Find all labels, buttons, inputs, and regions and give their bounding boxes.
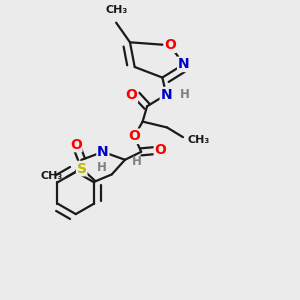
Text: N: N	[97, 145, 109, 159]
Text: N: N	[178, 57, 189, 71]
Text: CH₃: CH₃	[188, 134, 210, 145]
Text: CH₃: CH₃	[40, 171, 62, 181]
Text: H: H	[97, 161, 106, 174]
Text: O: O	[164, 38, 176, 52]
Text: N: N	[160, 88, 172, 102]
Text: H: H	[180, 88, 190, 101]
Text: O: O	[154, 143, 166, 158]
Text: CH₃: CH₃	[105, 5, 127, 15]
Text: O: O	[70, 137, 82, 152]
Text: H: H	[132, 155, 142, 168]
Text: O: O	[125, 88, 137, 102]
Text: S: S	[77, 162, 87, 176]
Text: O: O	[128, 129, 140, 143]
